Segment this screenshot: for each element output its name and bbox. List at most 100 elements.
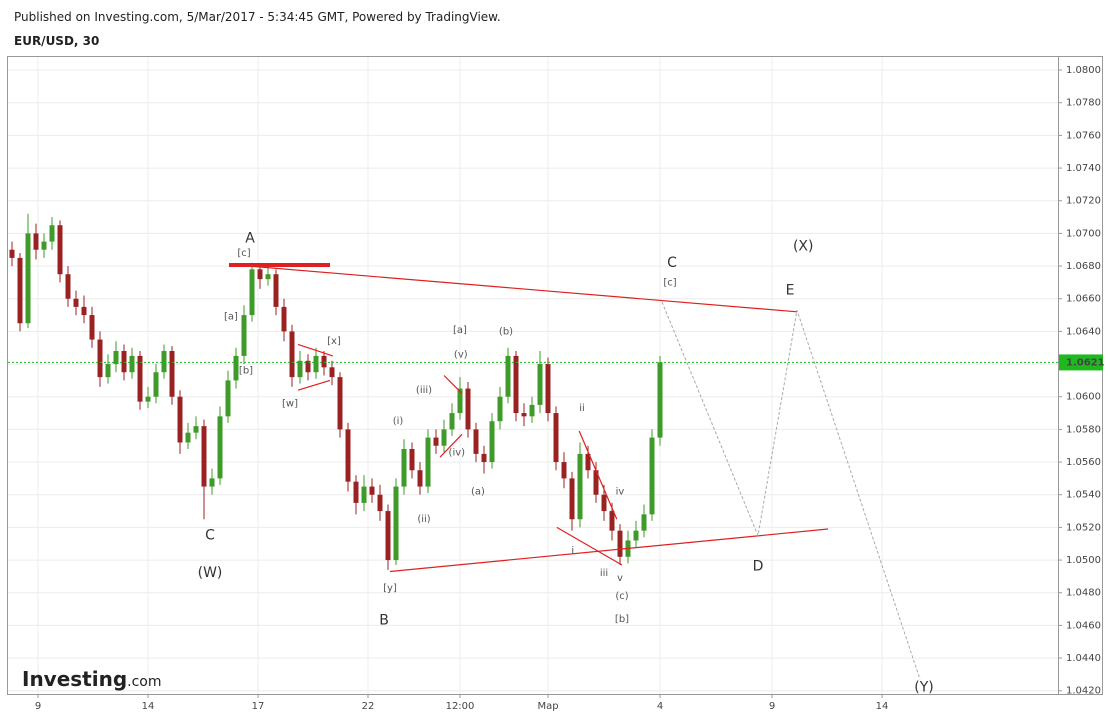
trend-line xyxy=(228,263,798,313)
candle-body xyxy=(329,367,335,378)
wave-label: (v) xyxy=(454,349,468,360)
candle-body xyxy=(401,449,407,487)
candle-body xyxy=(193,426,199,433)
y-tick-label: 1.0580 xyxy=(1066,424,1101,435)
y-tick-label: 1.0680 xyxy=(1066,261,1101,272)
candle-body xyxy=(265,274,271,280)
axes: 1.0420 1.0440 1.0460 1.0480 1.0500 1.0520 1.05… xyxy=(35,65,1105,712)
trend-line xyxy=(297,379,331,391)
candle-body xyxy=(137,355,143,402)
projection-path xyxy=(661,301,921,680)
logo: Investing.com xyxy=(22,667,162,691)
candle-body xyxy=(89,315,95,340)
candle-body xyxy=(585,453,591,471)
wave-label: B xyxy=(379,613,389,629)
y-tick-label: 1.0560 xyxy=(1066,457,1101,468)
candle-body xyxy=(145,396,151,402)
wave-label: E xyxy=(786,283,795,299)
logo-brand: Investing xyxy=(22,667,127,691)
y-tick-label: 1.0420 xyxy=(1066,686,1101,697)
y-tick-label: 1.0740 xyxy=(1066,163,1101,174)
chart-frame xyxy=(7,56,1103,695)
candle-body xyxy=(73,298,79,307)
x-tick-label: 4 xyxy=(657,701,663,712)
candle-body xyxy=(233,355,239,381)
y-tick-label: 1.0600 xyxy=(1066,392,1101,403)
x-tick-label: 17 xyxy=(252,701,265,712)
candle-body xyxy=(553,413,559,463)
y-tick-label: 1.0640 xyxy=(1066,326,1101,337)
candle-body xyxy=(105,364,111,378)
trend-line xyxy=(297,343,333,357)
trend-line xyxy=(389,528,829,573)
candle-body xyxy=(129,355,135,373)
candle-body xyxy=(433,437,439,446)
candle-body xyxy=(321,355,327,368)
published-note: Published on Investing.com, 5/Mar/2017 -… xyxy=(14,10,501,24)
candle-body xyxy=(249,269,255,316)
last-price-label: 1.0621 xyxy=(1066,357,1105,368)
wave-label: [b] xyxy=(615,614,629,625)
candle-body xyxy=(345,429,351,482)
candle-body xyxy=(481,453,487,463)
trend-line xyxy=(443,375,463,394)
candle-body xyxy=(537,364,543,405)
candle-body xyxy=(257,269,263,280)
candle-body xyxy=(545,364,551,414)
candle-body xyxy=(441,429,447,446)
candle-body xyxy=(25,233,31,324)
candle-body xyxy=(201,426,207,487)
candle-body xyxy=(241,315,247,356)
candle-body xyxy=(561,462,567,479)
candle-body xyxy=(41,241,47,250)
wave-label: [x] xyxy=(327,336,341,347)
wave-label: [c] xyxy=(663,277,676,288)
y-tick-label: 1.0540 xyxy=(1066,490,1101,501)
wave-label: [w] xyxy=(282,398,298,409)
candle-body xyxy=(289,331,295,378)
candle-body xyxy=(609,511,615,531)
candle-body xyxy=(169,351,175,397)
candle-body xyxy=(465,388,471,430)
candle-body xyxy=(473,429,479,454)
y-tick-label: 1.0460 xyxy=(1066,620,1101,631)
wave-label: (b) xyxy=(499,326,513,337)
wave-label: (W) xyxy=(198,565,223,581)
candle-body xyxy=(657,362,663,438)
candle-body xyxy=(577,453,583,520)
x-tick-label: 14 xyxy=(876,701,889,712)
trend-line xyxy=(439,433,463,458)
candle-body xyxy=(497,396,503,422)
x-tick-label: 9 xyxy=(35,701,41,712)
candle-body xyxy=(417,470,423,487)
y-tick-label: 1.0780 xyxy=(1066,98,1101,109)
y-tick-label: 1.0800 xyxy=(1066,65,1101,76)
x-tick-label: Мар xyxy=(537,701,558,712)
candle-body xyxy=(17,257,23,324)
wave-label: [a] xyxy=(453,325,467,336)
candle-body xyxy=(225,380,231,417)
candle-body xyxy=(393,486,399,561)
candle-body xyxy=(489,421,495,463)
wave-label: iv xyxy=(616,486,625,497)
candle-body xyxy=(33,233,39,250)
candle-body xyxy=(9,249,15,258)
candle-body xyxy=(297,360,303,378)
candle-body xyxy=(425,437,431,487)
candle-body xyxy=(601,494,607,512)
candle-body xyxy=(649,437,655,515)
candle-body xyxy=(161,351,167,373)
wave-label: C xyxy=(667,255,677,271)
trend-line xyxy=(556,526,623,566)
candle-body xyxy=(281,306,287,332)
candle-body xyxy=(177,396,183,443)
candle-body xyxy=(569,478,575,520)
y-tick-label: 1.0480 xyxy=(1066,588,1101,599)
wave-label: D xyxy=(753,559,764,575)
candle-body xyxy=(641,514,647,531)
wave-label: i xyxy=(571,545,574,556)
wave-label: iii xyxy=(600,568,608,579)
candle-body xyxy=(153,372,159,397)
wave-label: [c] xyxy=(237,248,250,259)
